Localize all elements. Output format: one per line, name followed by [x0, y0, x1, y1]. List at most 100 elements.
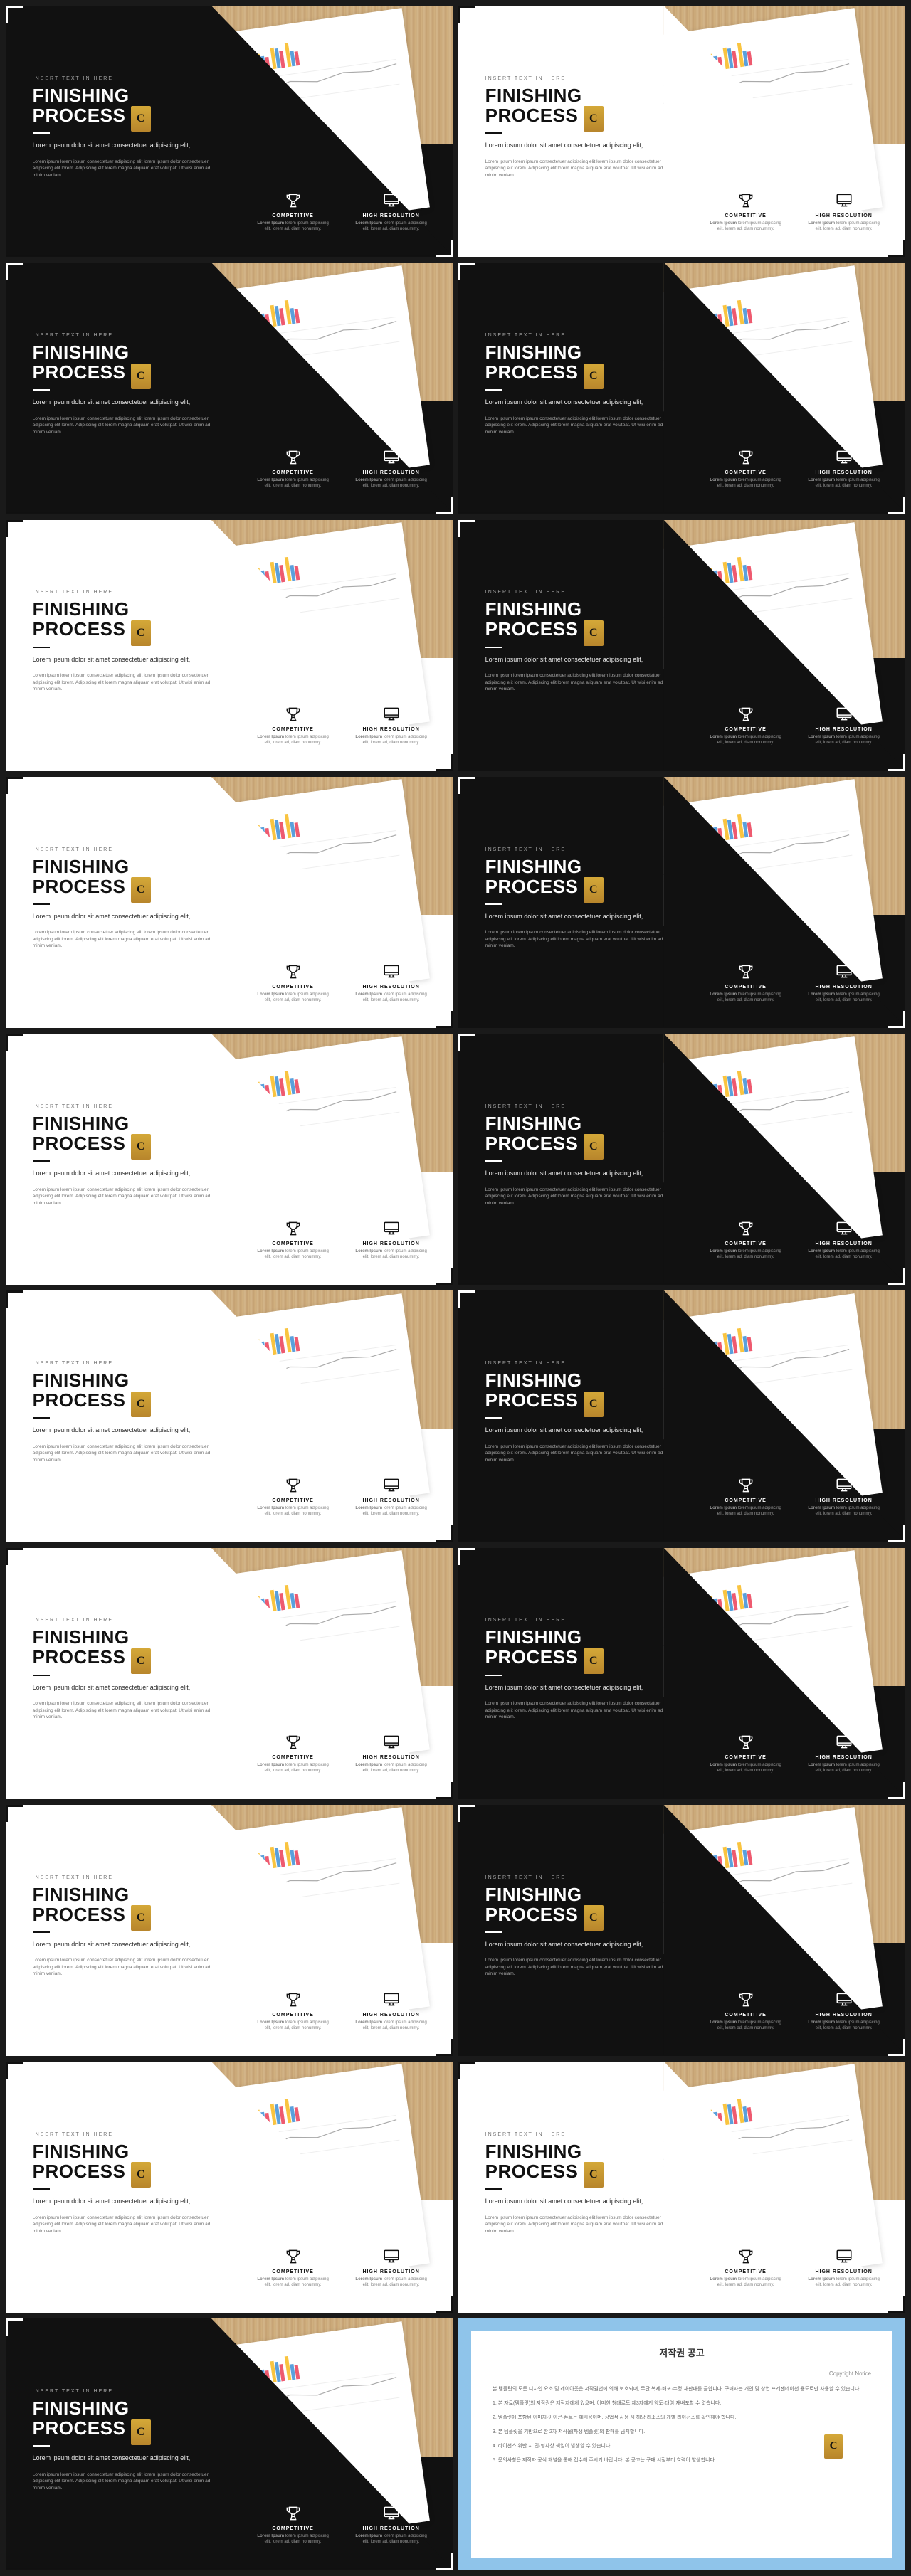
trophy-icon: [254, 962, 332, 982]
slide-black: Business chartsCINSERT TEXT IN HEREFINIS…: [6, 263, 453, 514]
monitor-icon: [805, 1475, 883, 1495]
trophy-icon: [254, 1732, 332, 1752]
feature-sub: Lorem Ipsum lorem ipsum adipiscing elit,…: [805, 992, 883, 1003]
feature-title: HIGH RESOLUTION: [805, 985, 883, 990]
slide-title: FINISHINGPROCESS: [485, 1113, 664, 1153]
feature-title: COMPETITIVE: [254, 1241, 332, 1246]
feature-row: COMPETITIVELorem Ipsum lorem ipsum adipi…: [254, 1990, 431, 2031]
title-rule: [33, 647, 50, 648]
feature-sub: Lorem Ipsum lorem ipsum adipiscing elit,…: [805, 1249, 883, 1260]
feature-title: COMPETITIVE: [254, 2269, 332, 2274]
title-rule: [485, 1931, 502, 1933]
feature-sub: Lorem Ipsum lorem ipsum adipiscing elit,…: [707, 1762, 785, 1774]
feature-row: COMPETITIVE Lorem Ipsum lorem ipsum adipi…: [707, 191, 883, 232]
corner-tl: [6, 1290, 23, 1308]
feature-monitor: HIGH RESOLUTIONLorem Ipsum lorem ipsum a…: [805, 2247, 883, 2288]
slide-title: FINISHINGPROCESS: [485, 1627, 664, 1667]
eyebrow: INSERT TEXT IN HERE: [33, 590, 211, 595]
feature-monitor: HIGH RESOLUTIONLorem Ipsum lorem ipsum a…: [352, 1732, 431, 1774]
slide-black: Business chartsCINSERT TEXT IN HEREFINIS…: [458, 777, 905, 1028]
feature-title: COMPETITIVE: [254, 1498, 332, 1503]
title-rule: [33, 2188, 50, 2190]
title-rule: [33, 2445, 50, 2447]
trophy-icon: [254, 1990, 332, 2010]
feature-title: HIGH RESOLUTION: [352, 2269, 431, 2274]
feature-sub: Lorem Ipsum lorem ipsum adipiscing elit,…: [352, 734, 431, 746]
feature-sub: Lorem Ipsum lorem ipsum adipiscing elit,…: [707, 1505, 785, 1517]
eyebrow: INSERT TEXT IN HERE: [33, 333, 211, 338]
feature-trophy: COMPETITIVELorem Ipsum lorem ipsum adipi…: [254, 704, 332, 746]
slide-black: Business chartsCINSERT TEXT IN HEREFINIS…: [458, 1548, 905, 1799]
monitor-icon: [352, 962, 431, 982]
eyebrow: INSERT TEXT IN HERE: [485, 1875, 664, 1880]
corner-tl: [6, 777, 23, 794]
monitor-icon: [805, 1990, 883, 2010]
trophy-icon: [707, 1475, 785, 1495]
slide-white: Business chartsCINSERT TEXT IN HEREFINIS…: [6, 1034, 453, 1285]
slide-title: FINISHINGPROCESS: [33, 1113, 211, 1153]
notice-paragraph: 5. 문의사항은 제작자 공식 채널을 통해 접수해 주시기 바랍니다. 본 공…: [493, 2456, 871, 2465]
feature-trophy: COMPETITIVELorem Ipsum lorem ipsum adipi…: [707, 2247, 785, 2288]
slide-content: INSERT TEXT IN HEREFINISHINGPROCESSLorem…: [33, 76, 211, 179]
monitor-icon: [352, 447, 431, 467]
feature-sub: Lorem Ipsum lorem ipsum adipiscing elit,…: [805, 734, 883, 746]
feature-row: COMPETITIVELorem Ipsum lorem ipsum adipi…: [254, 1732, 431, 1774]
feature-sub: Lorem Ipsum lorem ipsum adipiscing elit,…: [254, 2020, 332, 2031]
feature-trophy: COMPETITIVELorem Ipsum lorem ipsum adipi…: [254, 1990, 332, 2031]
lead-text: Lorem ipsum dolor sit amet consectetuer …: [485, 141, 664, 150]
lead-text: Lorem ipsum dolor sit amet consectetuer …: [485, 1169, 664, 1178]
trophy-icon: [254, 1219, 332, 1239]
lead-text: Lorem ipsum dolor sit amet consectetuer …: [485, 1940, 664, 1949]
corner-tl: [458, 1548, 475, 1565]
feature-sub: Lorem Ipsum lorem ipsum adipiscing elit,…: [805, 2020, 883, 2031]
corner-br: [436, 754, 453, 771]
trophy-icon: [707, 962, 785, 982]
monitor-icon: [805, 704, 883, 724]
feature-monitor: HIGH RESOLUTIONLorem Ipsum lorem ipsum a…: [352, 704, 431, 746]
corner-br: [436, 1011, 453, 1028]
slide-black: Business chartsCINSERT TEXT IN HEREFINIS…: [6, 6, 453, 257]
feature-monitor: HIGH RESOLUTION Lorem Ipsum lorem ipsum a…: [805, 962, 883, 1003]
corner-tl: [6, 2062, 23, 2079]
eyebrow: INSERT TEXT IN HERE: [485, 1104, 664, 1109]
feature-row: COMPETITIVELorem Ipsum lorem ipsum adipi…: [254, 704, 431, 746]
title-rule: [485, 1160, 502, 1162]
feature-title: COMPETITIVE: [707, 213, 785, 218]
feature-sub: Lorem Ipsum lorem ipsum adipiscing elit,…: [352, 2020, 431, 2031]
corner-br: [436, 2553, 453, 2570]
feature-monitor: HIGH RESOLUTIONLorem Ipsum lorem ipsum a…: [352, 1990, 431, 2031]
slide-black: Business chartsCINSERT TEXT IN HEREFINIS…: [458, 1290, 905, 1542]
eyebrow: INSERT TEXT IN HERE: [33, 76, 211, 81]
slide-content: INSERT TEXT IN HEREFINISHINGPROCESSLorem…: [33, 2389, 211, 2491]
trophy-icon: [707, 2247, 785, 2267]
slide-black: Business chartsCINSERT TEXT IN HEREFINIS…: [458, 1805, 905, 2056]
body-text: Lorem ipsum lorem ipsum consectetuer adi…: [485, 672, 664, 692]
feature-trophy: COMPETITIVELorem Ipsum lorem ipsum adipi…: [254, 1219, 332, 1260]
slide-black: Business chartsCINSERT TEXT IN HEREFINIS…: [458, 263, 905, 514]
eyebrow: INSERT TEXT IN HERE: [33, 1361, 211, 1366]
feature-title: COMPETITIVE: [254, 213, 332, 218]
feature-row: COMPETITIVELorem Ipsum lorem ipsum adipi…: [707, 447, 883, 489]
body-text: Lorem ipsum lorem ipsum consectetuer adi…: [485, 1443, 664, 1463]
feature-sub: Lorem Ipsum lorem ipsum adipiscing elit,…: [254, 2276, 332, 2288]
corner-tl: [458, 520, 475, 537]
slide-title: FINISHINGPROCESS: [33, 2141, 211, 2181]
trophy-icon: [254, 704, 332, 724]
monitor-icon: [352, 191, 431, 211]
corner-br: [436, 1268, 453, 1285]
feature-trophy: COMPETITIVELorem Ipsum lorem ipsum adipi…: [707, 191, 785, 232]
feature-trophy: COMPETITIVELorem Ipsum lorem ipsum adipi…: [707, 962, 785, 1003]
notice-paragraph: 2. 템플릿에 포함된 이미지·아이콘·폰트는 예시용이며, 상업적 사용 시 …: [493, 2414, 871, 2422]
corner-tl: [6, 1548, 23, 1565]
body-text: Lorem ipsum lorem ipsum consectetuer adi…: [33, 1187, 211, 1207]
title-rule: [485, 2188, 502, 2190]
feature-title: HIGH RESOLUTION: [352, 470, 431, 475]
title-rule: [33, 132, 50, 134]
feature-sub: Lorem Ipsum lorem ipsum adipiscing elit,…: [805, 221, 883, 232]
feature-row: COMPETITIVELorem Ipsum lorem ipsum adipi…: [254, 1475, 431, 1517]
monitor-icon: [352, 704, 431, 724]
slide-white: Business chartsCINSERT TEXT IN HEREFINIS…: [6, 1548, 453, 1799]
feature-trophy: COMPETITIVE Lorem Ipsum lorem ipsum adipi…: [254, 2247, 332, 2288]
lead-text: Lorem ipsum dolor sit amet consectetuer …: [33, 2454, 211, 2463]
corner-tl: [458, 1290, 475, 1308]
